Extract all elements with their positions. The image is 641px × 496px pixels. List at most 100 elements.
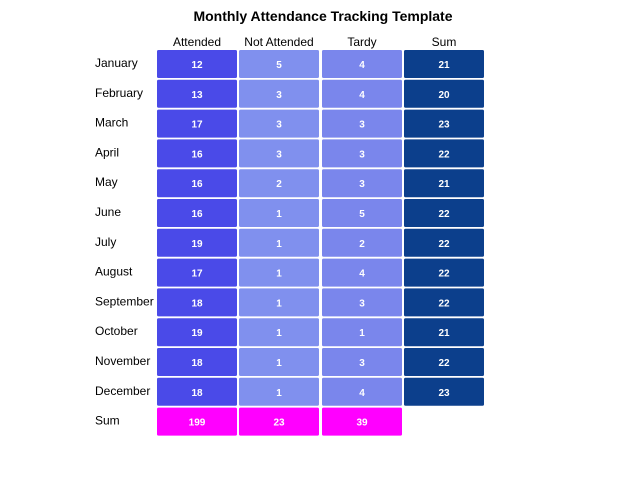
cell-value: 22 (438, 149, 450, 160)
cell-value: 22 (438, 358, 450, 369)
cell-value: 22 (438, 239, 450, 250)
row-label: October (95, 324, 138, 338)
sum-column-cell (404, 79, 484, 108)
cell-value: 19 (191, 239, 203, 250)
row-label: November (95, 354, 150, 368)
table-cell (157, 288, 237, 317)
row-label: August (95, 265, 133, 279)
cell-value: 3 (359, 149, 365, 160)
table-cell (157, 318, 237, 347)
cell-value: 3 (359, 120, 365, 131)
table-cell (157, 348, 237, 376)
table-cell (322, 169, 402, 198)
sum-column-cell (404, 139, 484, 168)
row-label: September (95, 294, 154, 308)
sum-column-cell (404, 318, 484, 347)
sum-column-cell (404, 169, 484, 198)
cell-value: 16 (191, 149, 203, 160)
cell-value: 4 (359, 388, 365, 399)
cell-value: 4 (359, 60, 365, 71)
cell-value: 1 (276, 239, 282, 250)
column-headers: Attended Not Attended Tardy Sum (173, 35, 456, 49)
cell-value: 17 (191, 269, 203, 280)
sum-column-cell (404, 377, 484, 406)
row-label: April (95, 145, 119, 159)
row-label: June (95, 205, 121, 219)
sum-column-cell (404, 288, 484, 317)
cell-value: 3 (359, 179, 365, 190)
column-header: Tardy (347, 35, 376, 49)
cell-value: 3 (276, 90, 282, 101)
table-cell (157, 50, 237, 78)
cell-value: 13 (191, 90, 203, 101)
row-label: March (95, 116, 128, 130)
sum-column-cell (404, 348, 484, 376)
cell-value: 4 (359, 90, 365, 101)
cell-value: 39 (356, 418, 368, 429)
sum-row-cell (322, 407, 402, 436)
table-cell (157, 199, 237, 227)
sum-column-cell (404, 50, 484, 78)
table-cell (157, 139, 237, 168)
cell-value: 3 (359, 298, 365, 309)
table-cell (157, 228, 237, 257)
cell-value: 21 (438, 60, 450, 71)
cell-value: 3 (359, 358, 365, 369)
sum-column-cell (404, 199, 484, 227)
cell-value: 16 (191, 209, 203, 220)
table-cell (157, 79, 237, 108)
cell-value: 18 (191, 358, 203, 369)
cell-value: 5 (276, 60, 282, 71)
table-cell (239, 228, 319, 257)
cell-value: 5 (359, 209, 365, 220)
table-cell (322, 50, 402, 78)
cell-value: 1 (276, 388, 282, 399)
table-cell (239, 169, 319, 198)
cell-value: 1 (276, 328, 282, 339)
table-cell (157, 258, 237, 287)
cell-value: 18 (191, 298, 203, 309)
row-label: December (95, 384, 150, 398)
cell-value: 2 (276, 179, 282, 190)
cell-value: 22 (438, 209, 450, 220)
row-label: February (95, 86, 143, 100)
cell-value: 1 (276, 358, 282, 369)
table-cell (322, 139, 402, 168)
row-label: May (95, 175, 118, 189)
table-cell (322, 199, 402, 227)
cell-value: 16 (191, 179, 203, 190)
column-header: Sum (432, 35, 457, 49)
table-cell (239, 377, 319, 406)
cell-value: 3 (276, 149, 282, 160)
column-header: Not Attended (244, 35, 313, 49)
cell-value: 199 (189, 418, 206, 429)
sum-row-cell (239, 407, 319, 436)
cell-value: 1 (276, 269, 282, 280)
table-cell (239, 199, 319, 227)
table-cell (322, 228, 402, 257)
table-cell (322, 79, 402, 108)
table-cell (239, 318, 319, 347)
table-cell (322, 288, 402, 317)
table-cell (322, 109, 402, 138)
cell-value: 22 (438, 269, 450, 280)
table-cell (239, 348, 319, 376)
cell-value: 19 (191, 328, 203, 339)
row-label: July (95, 235, 116, 249)
table-cell (239, 109, 319, 138)
sum-column-cell (404, 228, 484, 257)
sum-row-label: Sum (95, 414, 120, 428)
cell-value: 17 (191, 120, 203, 131)
cell-value: 12 (191, 60, 203, 71)
cell-value: 18 (191, 388, 203, 399)
table-cell (322, 348, 402, 376)
table-cell (157, 109, 237, 138)
table-cell (157, 377, 237, 406)
cell-value: 23 (273, 418, 285, 429)
table-cell (239, 79, 319, 108)
cell-value: 1 (276, 298, 282, 309)
sum-column-cell (404, 109, 484, 138)
row-label: January (95, 56, 138, 70)
